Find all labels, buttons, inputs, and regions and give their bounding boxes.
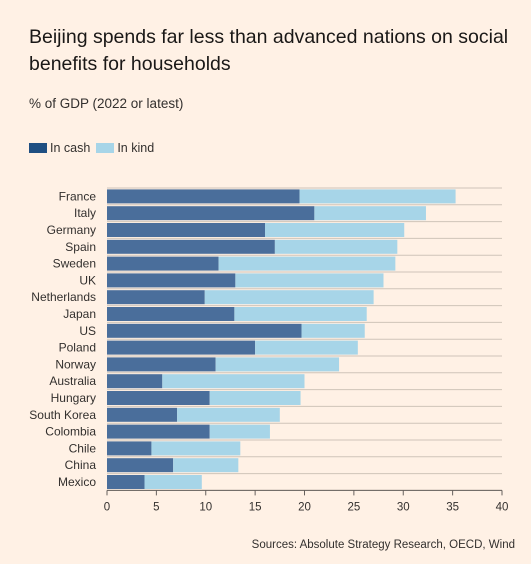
bar-in-cash — [107, 357, 216, 372]
bar-in-cash — [107, 441, 152, 456]
bar-in-cash — [107, 340, 256, 355]
bar-in-kind — [209, 391, 301, 405]
category-label: Colombia — [45, 425, 96, 439]
bar-in-cash — [107, 239, 275, 254]
category-label: Poland — [59, 341, 96, 355]
legend-label-in-kind: In kind — [117, 141, 155, 155]
bar-in-kind — [209, 424, 270, 439]
category-label: Netherlands — [31, 290, 96, 304]
chart-subtitle: % of GDP (2022 or latest) — [29, 96, 184, 111]
bar-in-cash — [107, 206, 315, 221]
bar-in-cash — [107, 424, 210, 439]
x-tick-label: 25 — [347, 501, 360, 513]
bar-in-kind — [301, 323, 365, 338]
bar-in-kind — [215, 357, 340, 372]
x-tick-label: 35 — [446, 501, 459, 513]
bar-in-cash — [107, 475, 145, 489]
bar-in-cash — [107, 458, 174, 473]
bar-in-cash — [107, 307, 235, 321]
category-label: France — [59, 189, 97, 203]
bar-in-kind — [177, 407, 280, 422]
chart-title: Beijing spends far less than advanced na… — [29, 26, 509, 75]
category-label: Hungary — [51, 391, 96, 405]
bar-in-cash — [107, 290, 205, 305]
category-label: Mexico — [58, 475, 96, 489]
bar-in-cash — [107, 256, 219, 271]
bar-in-kind — [144, 475, 202, 489]
bar-in-cash — [107, 323, 302, 338]
x-tick-label: 30 — [397, 501, 410, 513]
legend-swatch-in-kind — [96, 143, 115, 153]
category-label: Chile — [69, 441, 97, 455]
category-label: South Korea — [29, 408, 96, 422]
bar-in-kind — [299, 189, 456, 204]
x-tick-label: 0 — [104, 501, 110, 513]
category-label: Germany — [47, 223, 96, 237]
bar-in-kind — [265, 223, 405, 237]
bar-in-kind — [255, 340, 358, 355]
category-label: Italy — [74, 206, 96, 220]
bar-in-kind — [173, 458, 239, 473]
chart-legend: In cash In kind — [29, 141, 160, 155]
bar-in-cash — [107, 374, 163, 389]
bar-in-kind — [274, 239, 398, 254]
x-tick-label: 5 — [153, 501, 159, 513]
category-label: Australia — [49, 374, 96, 388]
legend-label-in-cash: In cash — [50, 141, 91, 155]
category-label: UK — [79, 273, 96, 287]
x-tick-label: 20 — [298, 501, 311, 513]
bar-chart: France Italy Germany Spain Sweden UK Netherlan… — [29, 187, 509, 513]
x-tick-label: 15 — [249, 501, 262, 513]
category-label: Sweden — [53, 257, 96, 271]
bar-in-kind — [204, 290, 374, 305]
bar-in-kind — [235, 273, 384, 288]
bar-in-cash — [107, 391, 210, 405]
bar-in-kind — [218, 256, 396, 271]
chart-source: Sources: Absolute Strategy Research, OEC… — [251, 539, 515, 551]
bar-in-cash — [107, 223, 265, 237]
legend-item-in-kind: In kind — [96, 141, 154, 155]
category-label: Norway — [55, 357, 96, 371]
bar-in-kind — [314, 206, 426, 221]
category-label: US — [79, 324, 96, 338]
bar-in-cash — [107, 189, 300, 204]
legend-swatch-in-cash — [29, 143, 47, 153]
bar-in-cash — [107, 407, 178, 422]
x-tick-label: 40 — [496, 501, 509, 513]
category-label: Spain — [65, 240, 96, 254]
bar-in-cash — [107, 273, 236, 288]
legend-item-in-cash: In cash — [29, 141, 90, 155]
category-label: China — [65, 458, 97, 472]
bar-in-kind — [234, 307, 367, 321]
category-label: Japan — [63, 307, 96, 321]
bar-in-kind — [151, 441, 241, 456]
bar-in-kind — [162, 374, 305, 389]
x-tick-label: 10 — [199, 501, 212, 513]
